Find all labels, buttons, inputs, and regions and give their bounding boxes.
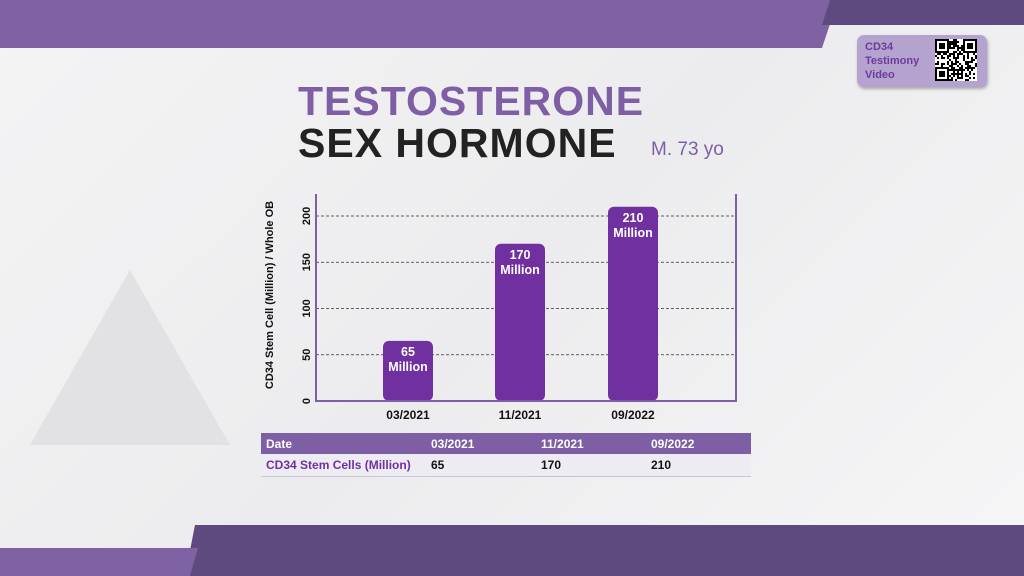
- data-label: Million: [500, 263, 540, 277]
- data-label: Million: [388, 360, 428, 374]
- data-label: 170: [510, 248, 531, 262]
- data-label: Million: [613, 226, 653, 240]
- x-tick-label: 03/2021: [386, 408, 430, 422]
- x-tick-label: 09/2022: [611, 408, 655, 422]
- testimony-video-badge[interactable]: CD34 Testimony Video: [857, 35, 987, 87]
- title-line2: SEX HORMONE: [298, 120, 617, 166]
- bottom-dark-band: [185, 525, 1024, 576]
- table-row: CD34 Stem Cells (Million) 65 170 210: [261, 454, 751, 477]
- bar: [495, 243, 545, 401]
- bottom-band: [0, 548, 198, 576]
- y-tick-label: 200: [301, 207, 313, 225]
- bar-chart: CD34 Stem Cell (Million) / Whole OB 0 50 1…: [264, 194, 737, 422]
- table-cell: 170: [536, 454, 646, 477]
- data-label: 65: [401, 345, 415, 359]
- data-label: 210: [623, 211, 644, 225]
- y-tick-label: 150: [301, 253, 313, 271]
- table-cell: 65: [426, 454, 536, 477]
- table-header-row: Date 03/2021 11/2021 09/2022: [261, 433, 751, 454]
- qr-code-icon[interactable]: [935, 39, 977, 81]
- y-tick-label: 100: [301, 299, 313, 317]
- subtitle: M. 73 yo: [651, 139, 724, 160]
- table-cell: CD34 Stem Cells (Million): [261, 454, 426, 477]
- y-axis-label: CD34 Stem Cell (Million) / Whole OB: [264, 201, 276, 389]
- table-header: 09/2022: [646, 433, 751, 454]
- top-dark-band: [822, 0, 1024, 25]
- x-tick-label: 11/2021: [499, 408, 542, 422]
- top-band: [0, 0, 838, 48]
- table-header: Date: [261, 433, 426, 454]
- bar: [608, 206, 658, 401]
- y-tick-label: 50: [301, 349, 313, 361]
- data-table: Date 03/2021 11/2021 09/2022 CD34 Stem C…: [261, 433, 751, 477]
- y-tick-label: 0: [301, 398, 313, 404]
- table-header: 11/2021: [536, 433, 646, 454]
- title-line1: TESTOSTERONE: [298, 78, 645, 124]
- badge-text: CD34 Testimony Video: [865, 41, 920, 81]
- table-cell: 210: [646, 454, 751, 477]
- bar: [383, 340, 433, 401]
- background-triangle: [30, 270, 230, 445]
- table-header: 03/2021: [426, 433, 536, 454]
